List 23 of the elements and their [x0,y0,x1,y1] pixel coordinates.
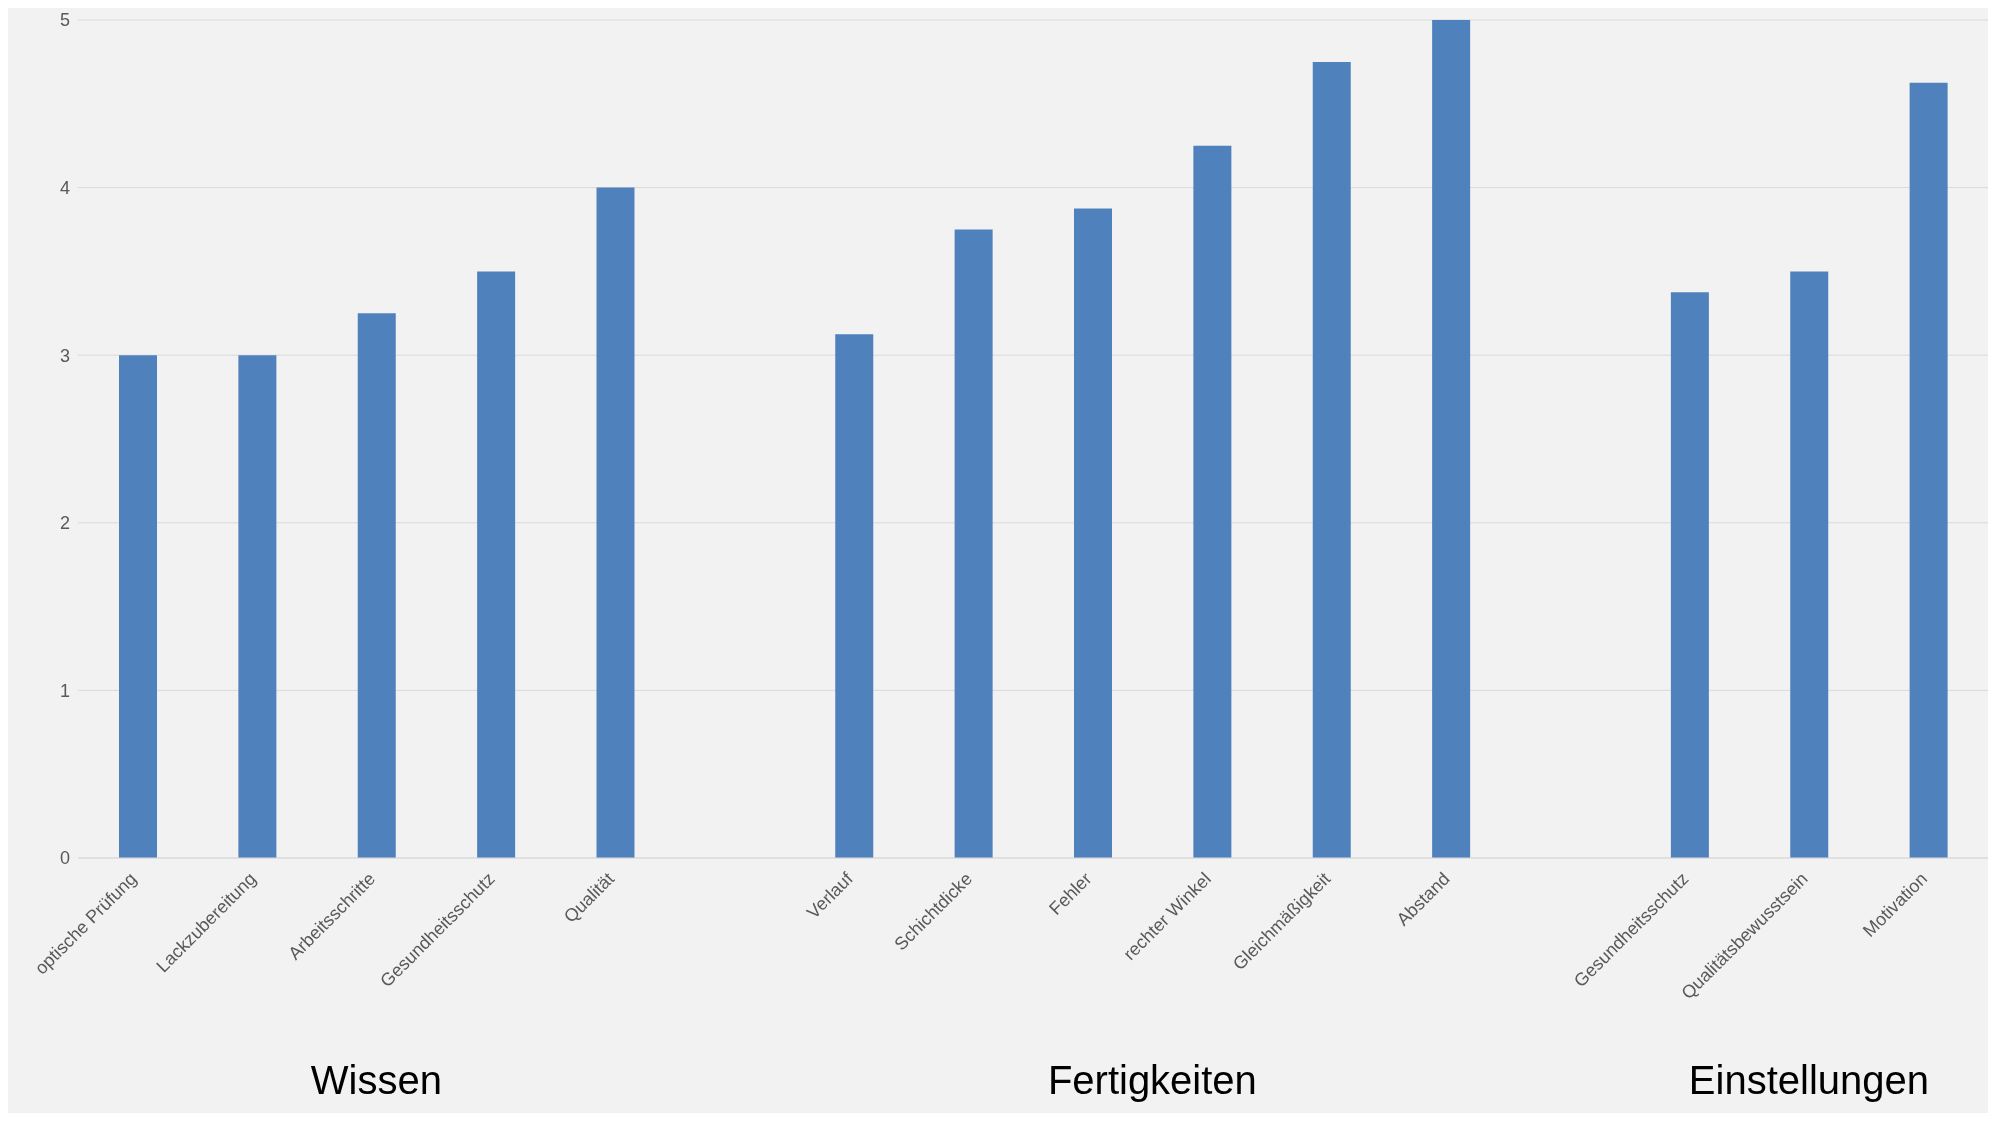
y-tick-label: 2 [59,513,70,534]
bar [1312,61,1351,858]
text: Wissen [309,1058,443,1103]
bar [477,271,516,858]
bar [357,313,396,858]
bar [1193,145,1232,858]
bar [1670,292,1709,858]
y-tick-label: 0 [59,848,70,869]
y-tick-label: 1 [59,680,70,701]
y-tick-label: 3 [59,345,70,366]
bar [119,355,157,858]
y-tick-label: 4 [59,177,70,198]
y-tick-label: 5 [59,10,70,31]
bar [1432,20,1471,858]
bar [1074,208,1112,858]
bar [954,229,993,858]
bar [238,355,277,858]
bar [1790,271,1829,858]
bar [596,187,635,858]
bar [835,334,874,858]
text: Einstellungen [1687,1058,1931,1103]
text: Fertigkeiten [1046,1058,1258,1103]
bar [1909,82,1948,858]
